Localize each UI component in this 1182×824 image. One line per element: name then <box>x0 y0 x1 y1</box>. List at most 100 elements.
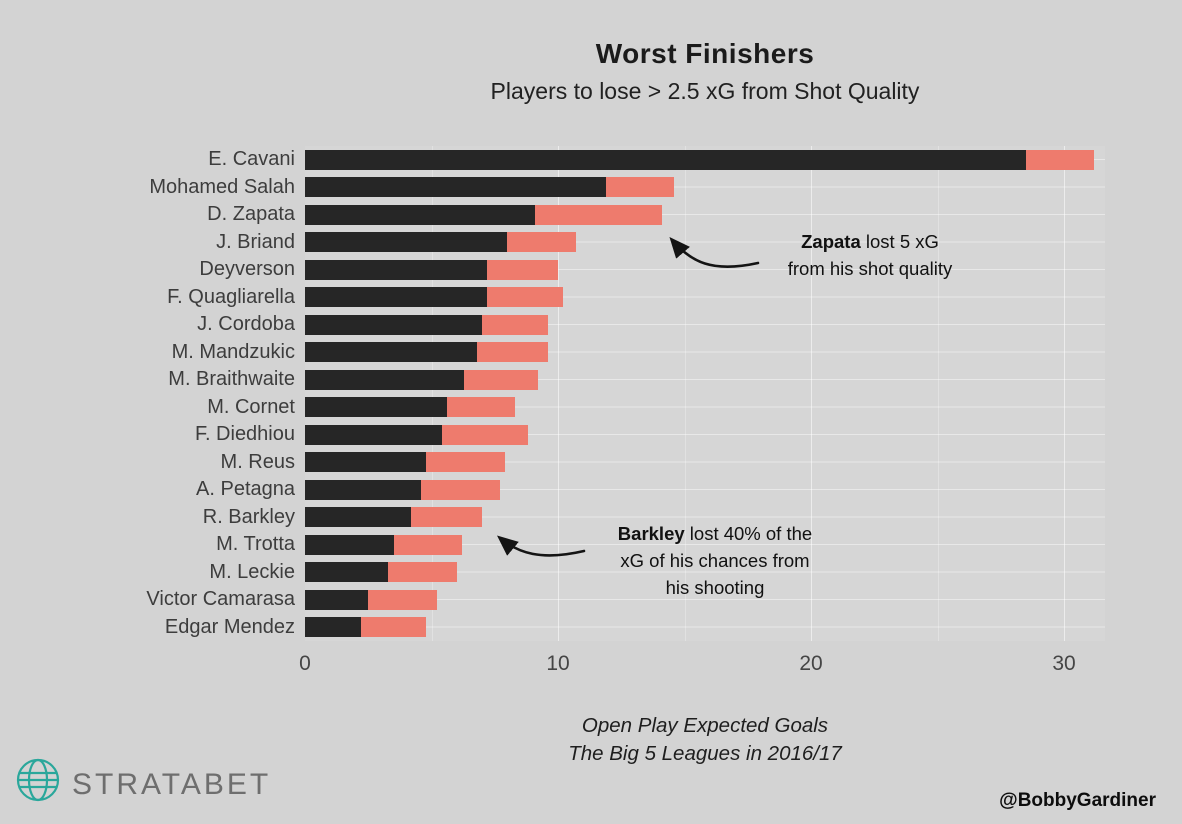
bar-dark-segment <box>305 534 394 555</box>
bar-track <box>305 424 1105 445</box>
player-label: M. Leckie <box>209 560 295 583</box>
chart-title: Worst Finishers <box>595 38 815 69</box>
bar-dark-segment <box>305 259 488 280</box>
bar-lost-segment <box>535 204 662 225</box>
bar-track <box>305 259 1105 280</box>
bar-dark-segment <box>305 452 427 473</box>
bar-lost-segment <box>368 589 437 610</box>
x-tick-label: 30 <box>1052 652 1076 675</box>
caption-line-1: Open Play Expected Goals <box>581 714 829 737</box>
bar-lost-segment <box>606 177 675 198</box>
bar-track <box>305 204 1105 225</box>
bar-track <box>305 342 1105 363</box>
bar-track <box>305 452 1105 473</box>
annotation-barkley: Barkley lost 40% of the xG of his chance… <box>595 520 835 601</box>
chart-subtitle: Players to lose > 2.5 xG from Shot Quali… <box>490 78 920 104</box>
bar-dark-segment <box>305 479 422 500</box>
player-label: M. Trotta <box>216 533 295 556</box>
bar-dark-segment <box>305 397 447 418</box>
bar-track <box>305 232 1105 253</box>
bar-track <box>305 589 1105 610</box>
bar-track <box>305 562 1105 583</box>
annotation-barkley-line-2: xG of his chances from <box>620 550 810 571</box>
bar-track <box>305 369 1105 390</box>
bar-lost-segment <box>426 452 505 473</box>
bar-dark-segment <box>305 287 488 308</box>
bar-dark-segment <box>305 617 361 638</box>
bar-lost-segment <box>441 424 528 445</box>
bar-track <box>305 617 1105 638</box>
annotation-zapata-line-2: from his shot quality <box>787 258 953 279</box>
bar-lost-segment <box>388 562 457 583</box>
credit-handle: @BobbyGardiner <box>999 790 1156 811</box>
player-label: F. Diedhiou <box>194 423 295 446</box>
bar-lost-segment <box>487 287 564 308</box>
bar-track <box>305 479 1105 500</box>
bar-lost-segment <box>411 507 483 528</box>
vertical-gridline <box>937 146 939 641</box>
player-label: R. Barkley <box>202 505 295 528</box>
bar-dark-segment <box>305 562 389 583</box>
vertical-gridline <box>431 146 433 641</box>
player-label: Mohamed Salah <box>149 175 295 198</box>
player-label: M. Mandzukic <box>171 340 295 363</box>
x-tick-label: 20 <box>799 652 823 675</box>
bar-dark-segment <box>305 314 483 335</box>
player-label: Edgar Mendez <box>164 615 295 638</box>
x-tick-label: 0 <box>299 652 311 675</box>
x-tick-label: 10 <box>546 652 570 675</box>
vertical-gridline <box>1064 146 1065 641</box>
player-label: F. Quagliarella <box>167 285 295 308</box>
bar-dark-segment <box>305 369 465 390</box>
bar-track <box>305 149 1105 170</box>
player-label: J. Cordoba <box>197 313 295 336</box>
bar-lost-segment <box>1026 149 1095 170</box>
bar-track <box>305 397 1105 418</box>
bar-lost-segment <box>421 479 500 500</box>
bar-lost-segment <box>446 397 515 418</box>
bar-dark-segment <box>305 149 1027 170</box>
annotation-zapata: Zapata lost 5 xG from his shot quality <box>763 228 977 282</box>
annotation-barkley-line-3: his shooting <box>665 577 765 598</box>
player-label: M. Braithwaite <box>168 368 295 391</box>
player-label: Deyverson <box>199 258 295 281</box>
stratabet-brand-text: STRATABET <box>72 768 272 801</box>
player-label: D. Zapata <box>207 203 295 226</box>
player-label: M. Cornet <box>207 395 295 418</box>
bar-track <box>305 507 1105 528</box>
stratabet-globe-icon <box>16 758 60 802</box>
bar-dark-segment <box>305 204 536 225</box>
bar-dark-segment <box>305 507 412 528</box>
annotation-zapata-line-1: Zapata lost 5 xG <box>801 231 939 252</box>
plot-panel <box>305 146 1105 641</box>
bar-dark-segment <box>305 589 369 610</box>
player-label: E. Cavani <box>208 148 295 171</box>
player-label: J. Briand <box>216 230 295 253</box>
bar-dark-segment <box>305 342 478 363</box>
chart-caption: Open Play Expected Goals The Big 5 Leagu… <box>305 712 1105 768</box>
bar-dark-segment <box>305 424 442 445</box>
bar-lost-segment <box>393 534 462 555</box>
vertical-gridline <box>558 146 559 641</box>
bar-dark-segment <box>305 177 607 198</box>
bar-dark-segment <box>305 232 508 253</box>
bar-track <box>305 314 1105 335</box>
bar-lost-segment <box>360 617 427 638</box>
bar-lost-segment <box>464 369 538 390</box>
bar-track <box>305 534 1105 555</box>
player-label: Victor Camarasa <box>146 588 295 611</box>
bar-track <box>305 287 1105 308</box>
caption-line-2: The Big 5 Leagues in 2016/17 <box>568 742 842 765</box>
x-axis: 0 10 20 30 <box>299 652 1105 682</box>
player-label: A. Petagna <box>196 478 295 501</box>
vertical-gridline <box>811 146 812 641</box>
bar-lost-segment <box>477 342 548 363</box>
bar-lost-segment <box>482 314 548 335</box>
bar-lost-segment <box>487 259 558 280</box>
bar-track <box>305 177 1105 198</box>
bar-chart: E. Cavani Mohamed Salah D. Zapata J. Briand… <box>40 146 1105 641</box>
annotation-barkley-line-1: Barkley lost 40% of the <box>617 523 813 544</box>
bar-lost-segment <box>507 232 576 253</box>
player-label: M. Reus <box>220 450 295 473</box>
